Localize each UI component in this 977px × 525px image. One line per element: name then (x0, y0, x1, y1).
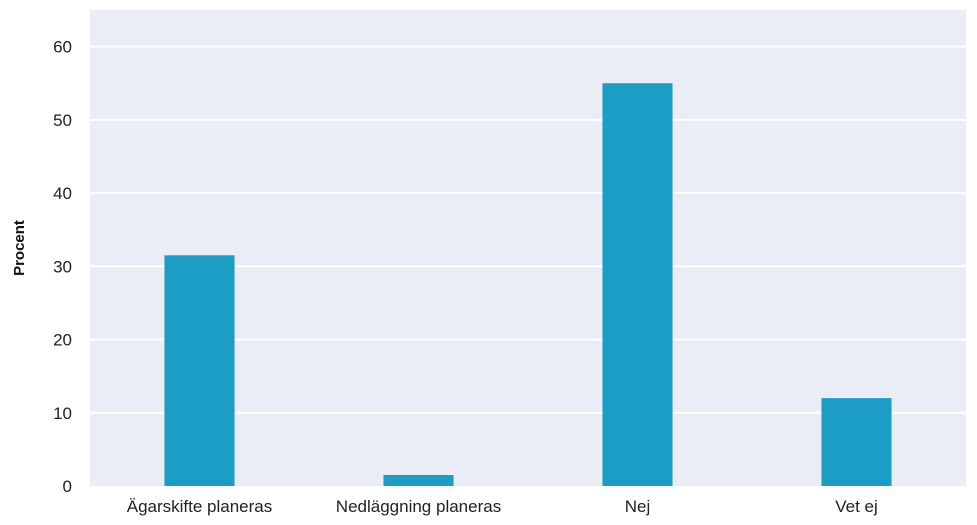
bar (383, 475, 454, 486)
y-tick-label: 0 (63, 477, 72, 496)
x-tick-labels: Ägarskifte planeras Nedläggning planeras N… (127, 497, 878, 516)
x-tick-label: Ägarskifte planeras (127, 497, 273, 516)
y-axis-label: Procent (11, 220, 28, 276)
y-tick-label: 60 (53, 38, 72, 57)
x-tick-label: Nej (625, 497, 651, 516)
y-tick-labels: 0 10 20 30 40 50 60 (53, 38, 72, 496)
y-tick-label: 40 (53, 184, 72, 203)
x-tick-label: Vet ej (835, 497, 878, 516)
x-tick-label: Nedläggning planeras (336, 497, 501, 516)
gridlines (90, 45, 966, 414)
bar (164, 255, 235, 486)
bar (821, 398, 892, 486)
bar (602, 83, 673, 486)
plot-background (90, 10, 966, 486)
bars (164, 83, 892, 486)
y-tick-label: 50 (53, 111, 72, 130)
y-tick-label: 20 (53, 331, 72, 350)
y-tick-label: 30 (53, 257, 72, 276)
y-tick-label: 10 (53, 404, 72, 423)
